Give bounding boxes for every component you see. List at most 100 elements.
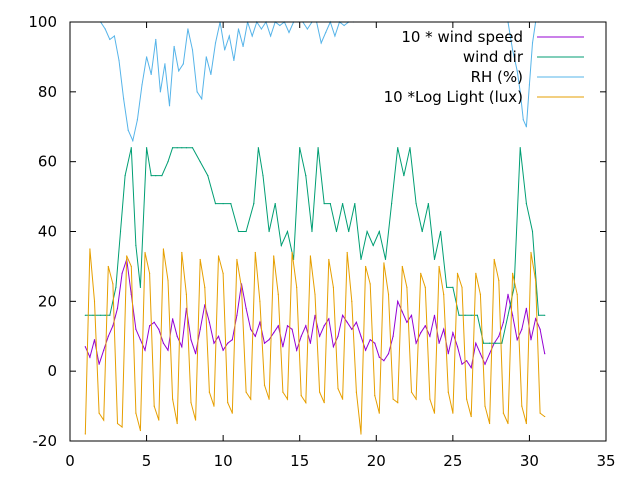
data-point	[299, 147, 301, 149]
data-point	[507, 422, 509, 425]
data-point	[461, 363, 463, 365]
data-point	[482, 342, 485, 344]
data-point	[544, 314, 546, 316]
data-point	[374, 342, 376, 344]
data-point	[236, 258, 238, 261]
data-point	[489, 422, 491, 425]
data-point	[401, 265, 403, 268]
data-point	[144, 349, 146, 351]
data-point	[127, 129, 129, 131]
data-point	[274, 202, 276, 205]
data-point	[124, 175, 126, 177]
data-point	[438, 342, 440, 344]
data-point	[204, 286, 206, 288]
data-point	[531, 230, 534, 233]
data-point	[213, 405, 215, 407]
data-point	[348, 230, 350, 233]
data-point	[443, 293, 445, 295]
legend: 10 * wind speed wind dir RH (%) 10 *Log Lig…	[384, 28, 584, 106]
data-point	[254, 335, 256, 337]
data-point	[415, 342, 417, 344]
x-tick-label: 30	[520, 452, 539, 470]
data-point	[236, 314, 238, 316]
data-point	[112, 325, 114, 327]
data-point	[253, 202, 255, 205]
data-point	[392, 398, 394, 400]
data-point	[286, 398, 289, 400]
data-point	[268, 398, 270, 400]
data-point	[475, 342, 477, 344]
data-point	[100, 314, 102, 316]
data-point	[525, 422, 527, 425]
data-point	[519, 91, 521, 93]
data-point	[329, 202, 331, 205]
data-point	[181, 147, 183, 149]
data-point	[534, 318, 537, 320]
data-point	[323, 401, 325, 404]
data-point	[538, 314, 540, 316]
data-point	[205, 56, 207, 58]
data-point	[217, 255, 220, 257]
data-point	[346, 321, 348, 323]
data-point	[528, 84, 531, 86]
data-point	[145, 56, 148, 58]
data-point	[452, 286, 454, 288]
data-point	[277, 325, 279, 327]
y-tick-label: -20	[33, 432, 58, 450]
data-point	[207, 175, 209, 177]
data-point	[456, 272, 459, 274]
data-point	[305, 401, 307, 404]
legend-label: RH (%)	[471, 68, 523, 86]
data-point	[323, 202, 325, 205]
data-point	[397, 147, 399, 149]
data-point	[360, 335, 362, 337]
data-point	[93, 339, 96, 341]
y-tick-label: 80	[38, 83, 57, 101]
data-point	[311, 230, 313, 233]
data-point	[531, 42, 534, 44]
data-point	[341, 398, 344, 400]
data-point	[378, 356, 380, 358]
data-point	[237, 28, 240, 30]
data-point	[167, 279, 169, 281]
y-tick-label: 0	[47, 362, 57, 380]
data-point	[470, 314, 472, 316]
data-point	[519, 147, 521, 149]
data-point	[410, 314, 413, 316]
data-point	[113, 35, 116, 37]
data-point	[279, 24, 281, 27]
data-point	[260, 28, 263, 30]
data-point	[341, 314, 344, 316]
x-tick-label: 15	[290, 452, 309, 470]
data-point	[355, 321, 357, 323]
data-point	[208, 391, 210, 393]
data-point	[254, 251, 256, 254]
data-point	[135, 412, 137, 414]
data-point	[139, 429, 142, 432]
data-point	[351, 300, 353, 302]
y-tick-label: 20	[38, 292, 57, 310]
data-point	[280, 244, 282, 247]
data-point	[364, 265, 367, 268]
data-point	[158, 419, 160, 421]
data-point	[201, 98, 203, 100]
data-point	[104, 28, 106, 30]
data-point	[476, 314, 478, 316]
data-point	[511, 314, 514, 316]
data-point	[466, 360, 468, 362]
data-point	[544, 353, 546, 355]
data-point	[230, 202, 232, 205]
data-point	[397, 300, 399, 302]
data-point	[263, 384, 266, 386]
data-point	[427, 202, 429, 205]
data-point	[268, 230, 270, 233]
data-point	[237, 230, 240, 233]
data-point	[263, 342, 266, 344]
data-point	[470, 415, 472, 418]
data-point	[325, 31, 327, 34]
data-point	[251, 35, 253, 37]
data-point	[501, 342, 503, 344]
data-point	[190, 401, 192, 404]
data-point	[250, 398, 252, 400]
legend-label: 10 * wind speed	[401, 28, 523, 46]
